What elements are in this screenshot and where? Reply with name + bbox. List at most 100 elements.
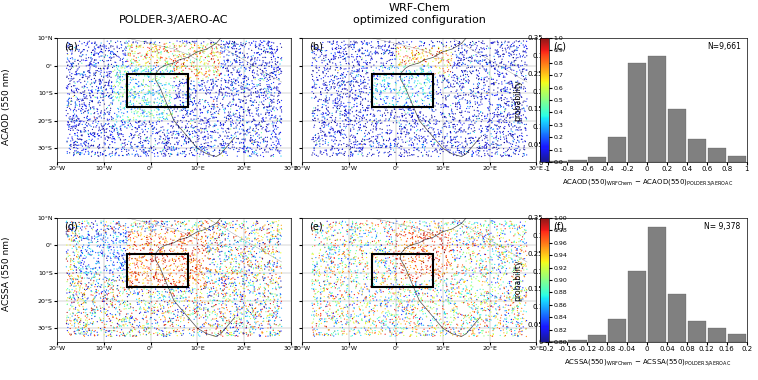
Point	[308, 84, 320, 90]
Point	[136, 325, 149, 331]
Point	[426, 262, 438, 268]
Point	[100, 153, 112, 159]
Point	[81, 113, 93, 119]
Point	[387, 101, 399, 108]
Point	[484, 142, 496, 149]
Point	[80, 321, 92, 328]
Point	[100, 333, 112, 339]
Point	[174, 318, 186, 325]
Point	[375, 55, 387, 62]
Point	[143, 146, 155, 152]
Point	[322, 308, 334, 314]
Point	[321, 218, 334, 224]
Point	[115, 261, 127, 268]
Point	[333, 247, 345, 253]
Point	[463, 268, 475, 274]
Point	[187, 139, 199, 146]
Point	[106, 139, 118, 145]
Point	[199, 146, 211, 152]
Point	[142, 49, 154, 55]
Point	[84, 223, 96, 230]
Point	[220, 243, 232, 249]
Point	[405, 127, 417, 133]
Point	[410, 74, 422, 81]
Point	[65, 61, 77, 67]
Point	[334, 244, 346, 250]
Point	[205, 41, 218, 48]
Point	[327, 127, 340, 133]
Point	[79, 84, 91, 90]
Point	[468, 301, 480, 307]
Point	[396, 152, 408, 158]
Point	[327, 259, 340, 265]
Point	[180, 246, 192, 252]
Point	[392, 281, 404, 287]
Point	[183, 51, 196, 57]
Point	[483, 324, 495, 330]
Point	[506, 52, 518, 58]
Point	[326, 146, 338, 152]
Point	[265, 266, 277, 272]
Point	[273, 71, 285, 78]
Point	[176, 119, 188, 125]
Point	[492, 249, 504, 255]
Point	[108, 228, 120, 234]
Point	[453, 285, 465, 291]
Point	[218, 42, 230, 48]
Point	[497, 104, 509, 110]
Point	[72, 279, 84, 285]
Point	[454, 40, 466, 46]
Point	[117, 78, 129, 84]
Point	[359, 319, 371, 325]
Point	[157, 328, 169, 334]
Point	[474, 268, 486, 274]
Point	[221, 93, 233, 99]
Point	[213, 277, 225, 283]
Point	[183, 151, 196, 157]
Point	[207, 280, 219, 286]
Point	[222, 67, 234, 73]
Point	[243, 245, 255, 252]
Point	[153, 291, 165, 297]
Point	[496, 265, 508, 271]
Point	[164, 257, 176, 263]
Point	[261, 62, 273, 68]
Point	[214, 231, 226, 237]
Point	[500, 62, 512, 68]
Point	[155, 81, 167, 87]
Point	[152, 308, 164, 314]
Point	[236, 304, 249, 310]
Point	[102, 122, 114, 128]
Point	[480, 68, 492, 74]
Point	[257, 294, 269, 300]
Point	[406, 258, 418, 264]
Point	[369, 303, 381, 309]
Point	[64, 114, 77, 120]
Point	[518, 267, 530, 273]
Point	[376, 55, 388, 62]
Point	[260, 63, 272, 69]
Point	[406, 258, 418, 264]
Point	[236, 234, 248, 240]
Point	[389, 143, 401, 149]
Point	[311, 310, 323, 317]
Point	[132, 59, 144, 65]
Point	[369, 302, 381, 309]
Point	[71, 130, 83, 136]
Point	[170, 298, 182, 304]
Point	[316, 105, 328, 111]
Point	[229, 64, 241, 70]
Point	[127, 223, 139, 230]
Point	[224, 283, 236, 289]
Point	[130, 222, 142, 228]
Point	[70, 114, 82, 120]
Point	[258, 86, 271, 92]
Point	[238, 53, 250, 59]
Point	[410, 269, 422, 275]
Point	[205, 293, 218, 299]
Point	[177, 312, 189, 318]
Point	[456, 77, 468, 83]
Point	[87, 296, 99, 302]
Point	[236, 259, 249, 265]
Point	[210, 292, 222, 298]
